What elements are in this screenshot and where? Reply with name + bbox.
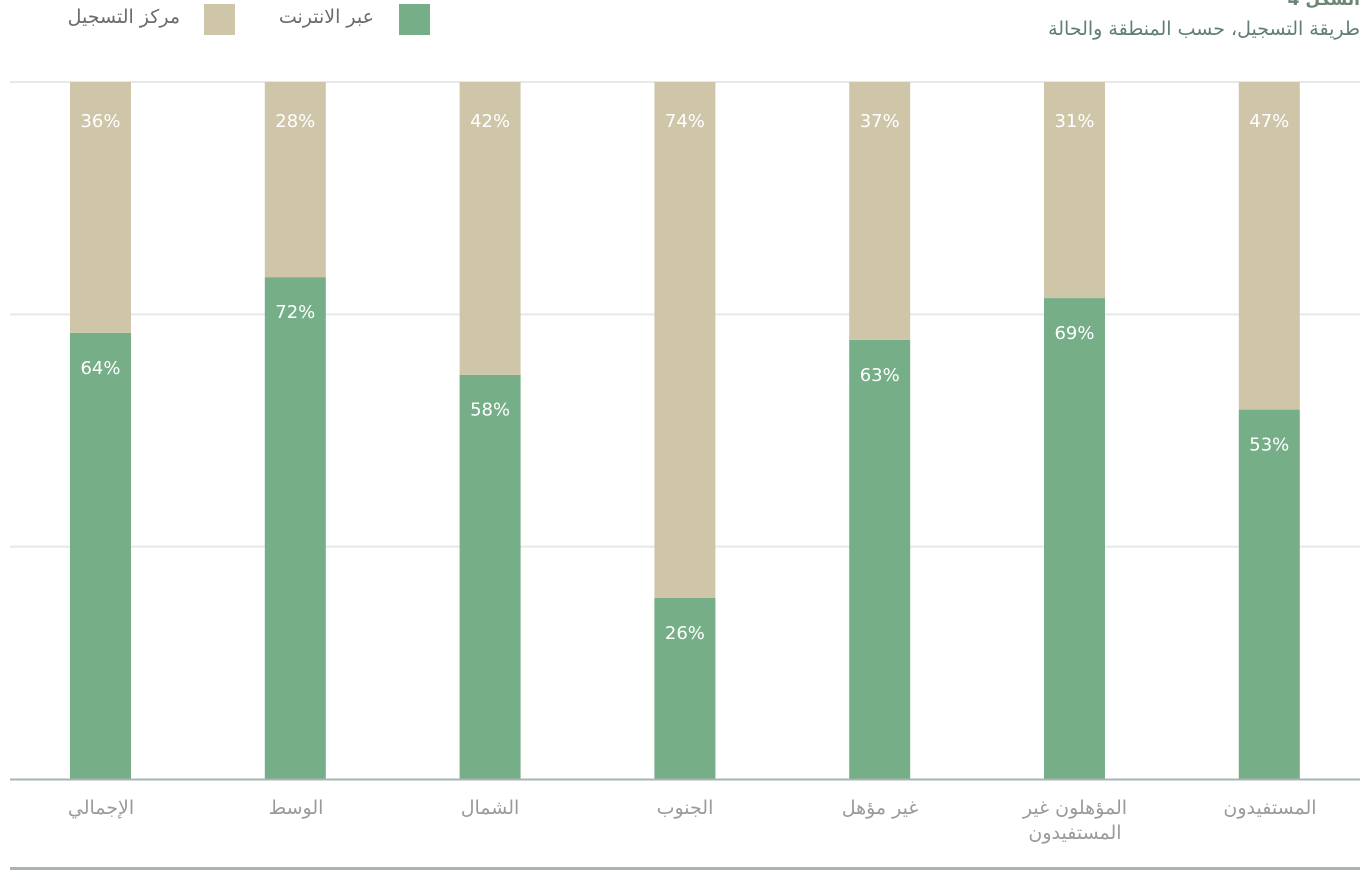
figure-label: الشكل 4	[1287, 0, 1360, 10]
data-label-online: 26%	[665, 623, 705, 644]
data-label-online: 64%	[80, 358, 120, 379]
data-label-center: 36%	[80, 111, 120, 132]
x-label-not-eligible: غير مؤهل	[841, 797, 919, 819]
bar-segment-online	[654, 597, 716, 779]
bar-segment-center	[1238, 82, 1300, 410]
bar-segment-center	[264, 82, 326, 278]
x-label-total: الإجمالي	[67, 797, 135, 819]
bar-segment-online	[849, 339, 911, 779]
bar-segment-center	[1044, 82, 1105, 299]
data-label-online: 58%	[470, 400, 510, 421]
data-label-center: 31%	[1054, 111, 1094, 132]
bar-segment-center	[654, 82, 716, 598]
legend-swatch-online	[399, 4, 430, 35]
x-label-beneficiaries: المستفيدون	[1223, 797, 1317, 819]
data-label-center: 42%	[470, 111, 510, 132]
chart-title: طريقة التسجيل، حسب المنطقة والحالة	[1048, 18, 1360, 40]
x-label-eligible-non-beneficiaries: المؤهلون غير المستفيدون	[1022, 797, 1128, 844]
data-label-center: 47%	[1249, 111, 1289, 132]
bottom-rule	[10, 867, 1360, 870]
x-label-north: الشمال	[460, 797, 520, 819]
x-label-south: الجنوب	[656, 797, 714, 819]
bar-segment-online	[70, 332, 131, 779]
legend-swatch-center	[204, 4, 235, 35]
bar-segment-center	[459, 82, 521, 375]
data-label-center: 74%	[665, 111, 705, 132]
data-label-online: 69%	[1054, 323, 1094, 344]
legend-label-online: عبر الانترنت	[278, 6, 374, 28]
bar-segment-online	[1238, 409, 1300, 779]
data-label-online: 72%	[275, 302, 315, 323]
data-label-online: 63%	[860, 365, 900, 386]
bar-segment-online	[1044, 298, 1105, 779]
bar-segment-online	[264, 277, 326, 779]
bar-segment-center	[70, 82, 131, 333]
data-label-center: 37%	[860, 111, 900, 132]
legend-label-center: مركز التسجيل	[67, 6, 180, 28]
data-label-online: 53%	[1249, 435, 1289, 456]
data-label-center: 28%	[275, 111, 315, 132]
bar-segment-center	[849, 82, 911, 340]
x-label-center-region: الوسط	[268, 797, 324, 819]
bar-segment-online	[459, 374, 521, 779]
